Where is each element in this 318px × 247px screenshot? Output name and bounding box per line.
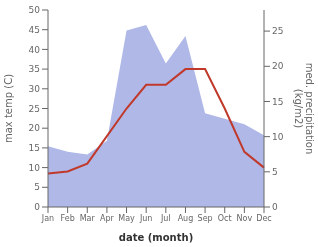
svg-text:Oct: Oct	[218, 214, 232, 223]
svg-text:20: 20	[29, 123, 41, 133]
svg-text:45: 45	[29, 25, 40, 35]
svg-text:25: 25	[272, 26, 283, 36]
svg-text:Aug: Aug	[178, 214, 194, 223]
svg-text:max temp (C): max temp (C)	[8, 74, 14, 143]
svg-text:20: 20	[272, 61, 284, 71]
svg-text:Mar: Mar	[80, 214, 96, 223]
svg-text:0: 0	[272, 202, 278, 212]
svg-text:Feb: Feb	[61, 214, 75, 223]
svg-text:40: 40	[29, 45, 41, 55]
svg-text:Jul: Jul	[160, 214, 171, 223]
svg-text:date (month): date (month)	[119, 232, 193, 243]
svg-text:50: 50	[29, 5, 41, 15]
svg-text:med. precipitation(kg/m2): med. precipitation(kg/m2)	[293, 63, 310, 155]
svg-text:Apr: Apr	[100, 214, 115, 223]
svg-text:Jun: Jun	[139, 214, 153, 223]
svg-text:5: 5	[34, 182, 40, 192]
svg-text:15: 15	[272, 97, 283, 107]
svg-text:May: May	[118, 214, 135, 223]
svg-text:25: 25	[29, 104, 40, 114]
svg-text:Jan: Jan	[41, 214, 54, 223]
svg-text:30: 30	[29, 84, 41, 94]
svg-text:Sep: Sep	[198, 214, 213, 223]
svg-text:15: 15	[29, 143, 40, 153]
svg-text:5: 5	[272, 167, 278, 177]
svg-text:Nov: Nov	[237, 214, 253, 223]
svg-text:10: 10	[29, 163, 41, 173]
svg-text:10: 10	[272, 132, 284, 142]
svg-text:0: 0	[34, 202, 40, 212]
svg-text:35: 35	[29, 64, 40, 74]
svg-text:Dec: Dec	[256, 214, 271, 223]
